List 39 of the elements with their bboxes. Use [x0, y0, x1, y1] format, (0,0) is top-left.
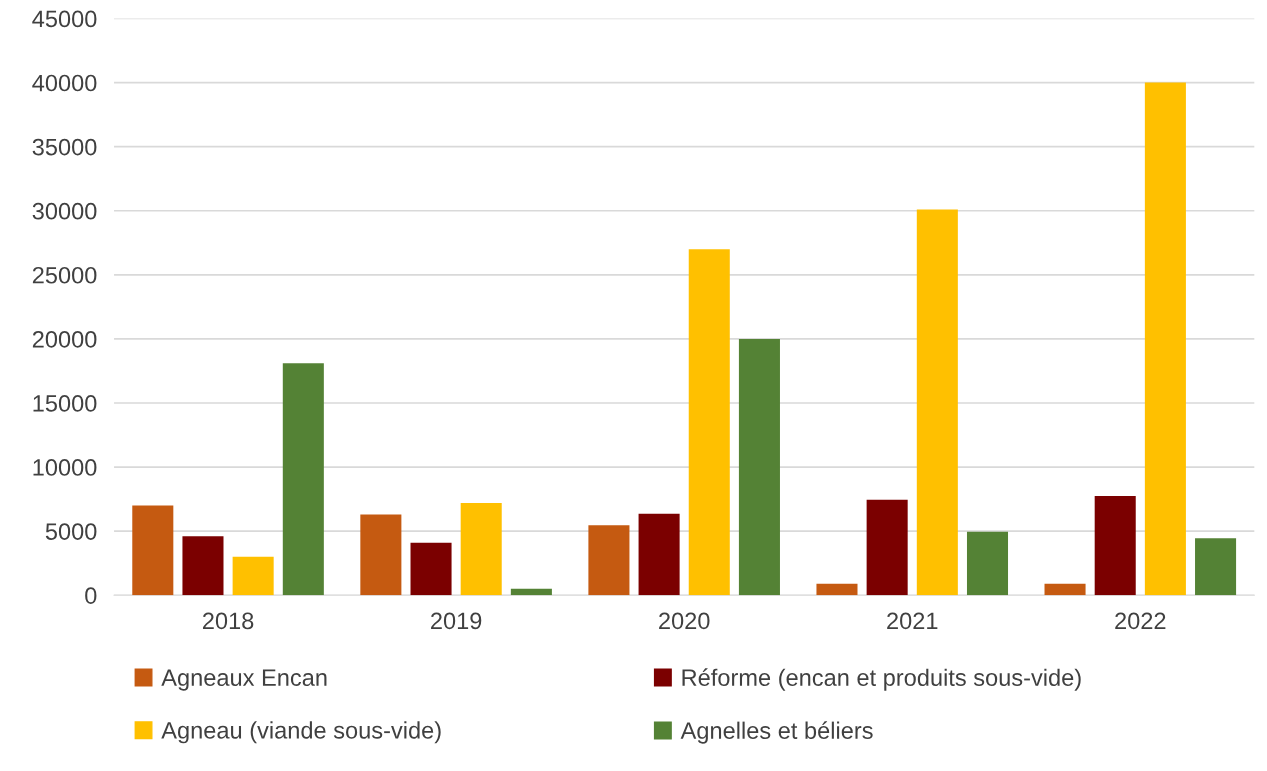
x-tick-label: 2021: [887, 612, 938, 630]
bar: [916, 209, 958, 596]
x-tick-label: 2018: [202, 612, 254, 630]
legend-label: Agneaux Encan: [161, 669, 327, 691]
bar: [866, 499, 908, 596]
bar: [1044, 583, 1086, 596]
bar: [1144, 82, 1186, 596]
bar: [966, 531, 1009, 596]
bar: [282, 363, 324, 596]
y-tick-label: 20000: [32, 330, 97, 348]
bar: [738, 338, 780, 596]
x-tick-label: 2022: [1115, 612, 1166, 630]
bar: [816, 583, 858, 596]
y-tick-label: 30000: [32, 202, 97, 220]
bar: [1195, 538, 1237, 596]
y-tick-label: 35000: [32, 138, 97, 156]
legend-label: Réforme (encan et produits sous-vide): [682, 668, 1081, 691]
y-tick-label: 40000: [32, 74, 97, 92]
y-tick-label: 45000: [32, 10, 97, 28]
bar: [182, 536, 224, 596]
bar: [132, 505, 174, 596]
bar: [410, 542, 452, 596]
bar: [1094, 495, 1136, 596]
bar: [360, 514, 402, 596]
bar: [510, 588, 552, 596]
bar: [588, 525, 630, 596]
bar: [688, 249, 730, 596]
y-tick-label: 0: [85, 587, 97, 604]
y-tick-label: 5000: [45, 523, 97, 540]
y-tick-label: 10000: [33, 459, 97, 476]
x-tick-label: 2019: [431, 612, 482, 630]
legend-label: Agnelles et béliers: [680, 721, 873, 744]
bar: [638, 513, 680, 596]
bar: [232, 556, 274, 596]
y-tick-label: 25000: [32, 266, 97, 284]
x-tick-label: 2020: [659, 612, 710, 630]
y-tick-label: 15000: [33, 395, 97, 412]
legend-label: Agneau (viande sous-vide): [161, 721, 441, 744]
bar: [460, 502, 502, 596]
